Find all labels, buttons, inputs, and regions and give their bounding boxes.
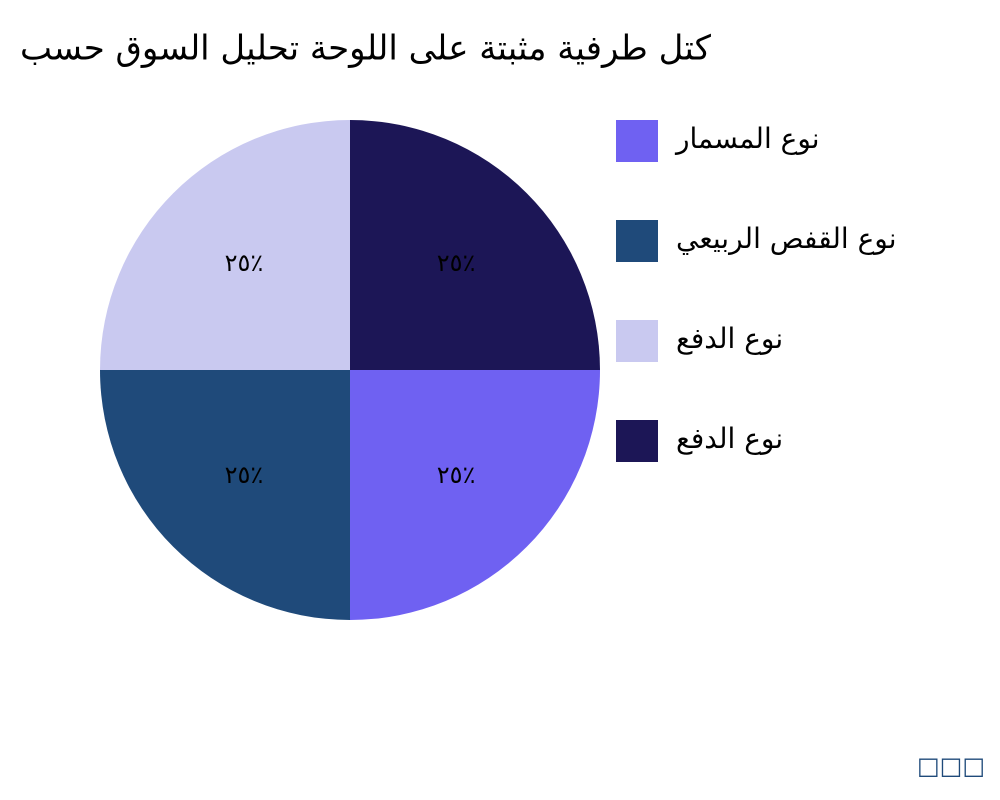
chart-title: كتل طرفية مثبتة على اللوحة تحليل السوق ح… — [20, 29, 712, 69]
pie-slice — [350, 120, 600, 370]
slice-label: ٢٥٪ — [437, 249, 476, 277]
legend-label: نوع القفص الربيعي — [676, 222, 897, 255]
pie-slice — [100, 120, 350, 370]
slice-label: ٢٥٪ — [225, 461, 264, 489]
legend-swatch — [616, 420, 658, 462]
pie-slice — [350, 370, 600, 620]
pie-slice — [100, 370, 350, 620]
slice-label: ٢٥٪ — [437, 461, 476, 489]
legend-swatch — [616, 120, 658, 162]
legend-swatch — [616, 220, 658, 262]
legend-label: نوع المسمار — [674, 122, 820, 155]
footer: □□□ — [917, 752, 985, 780]
legend-swatch — [616, 320, 658, 362]
legend-label: نوع الدفع — [676, 322, 783, 355]
legend-label: نوع الدفع — [676, 422, 783, 455]
slice-label: ٢٥٪ — [225, 249, 264, 277]
